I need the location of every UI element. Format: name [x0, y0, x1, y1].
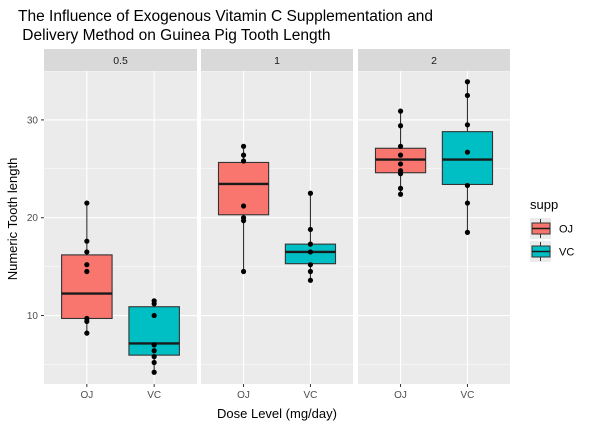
data-point: [307, 268, 314, 275]
panel-background: [358, 71, 510, 384]
data-point: [464, 229, 471, 235]
data-point: [307, 190, 314, 196]
facet-panel-1: 0.5 OJ VC: [44, 49, 197, 401]
x-tick-label: VC: [147, 390, 161, 401]
x-tick-label: VC: [303, 390, 317, 401]
box-2-OJ: [374, 108, 427, 197]
facet-panels: 0.5 OJ VC 1 OJ VC 2 OJ VC: [44, 49, 510, 401]
data-point: [307, 226, 314, 233]
data-point: [84, 330, 90, 336]
data-point: [397, 143, 404, 149]
data-point: [307, 277, 314, 283]
x-tick-label: OJ: [237, 390, 250, 401]
data-point: [240, 268, 247, 275]
data-point: [151, 348, 157, 354]
data-point: [84, 200, 90, 206]
y-axis: 10 20 30: [27, 115, 44, 322]
legend-entry-OJ: OJ: [530, 218, 573, 239]
data-point: [307, 241, 314, 247]
box-0.5-VC: [128, 298, 180, 375]
legend-entry-VC: VC: [530, 241, 574, 262]
x-tick-label: OJ: [80, 390, 93, 401]
data-point: [397, 185, 404, 191]
data-point: [151, 369, 157, 375]
facet-strip-label: 1: [274, 55, 280, 67]
data-point: [464, 122, 471, 128]
facet-strip-label: 2: [431, 55, 437, 67]
y-tick-label: 30: [27, 115, 39, 126]
x-tick-label: OJ: [394, 390, 407, 401]
data-point: [84, 249, 90, 255]
data-point: [464, 182, 471, 189]
facet-strip: [201, 49, 353, 71]
data-point: [151, 312, 157, 319]
data-point: [84, 262, 90, 268]
data-point: [464, 200, 471, 206]
data-point: [151, 342, 157, 348]
data-point: [240, 143, 247, 149]
legend-label: VC: [559, 247, 574, 259]
data-point: [151, 354, 157, 360]
box-iqr: [441, 131, 494, 186]
legend-label: OJ: [559, 224, 573, 236]
chart-title-line-1: The Influence of Exogenous Vitamin C Sup…: [18, 8, 433, 25]
box-0.5-OJ: [61, 200, 113, 336]
data-point: [397, 168, 404, 174]
data-point: [397, 191, 404, 197]
data-point: [307, 249, 314, 255]
x-tick-label: VC: [460, 390, 474, 401]
y-tick-label: 20: [27, 213, 39, 224]
data-point: [84, 268, 90, 275]
facet-strip: [44, 49, 197, 71]
box-1-VC: [284, 190, 337, 283]
x-axis-title: Dose Level (mg/day): [217, 406, 337, 421]
y-tick-label: 10: [27, 311, 39, 322]
data-point: [84, 238, 90, 244]
facet-strip-label: 0.5: [113, 55, 128, 67]
data-point: [84, 315, 90, 322]
data-point: [397, 161, 404, 167]
y-axis-title: Numeric Tooth length: [5, 158, 20, 281]
chart-title-line-2: Delivery Method on Guinea Pig Tooth Leng…: [18, 27, 331, 44]
data-point: [240, 203, 247, 209]
data-point: [464, 79, 471, 85]
facet-panel-3: 2 OJ VC: [358, 49, 510, 401]
facet-strip: [358, 49, 510, 71]
legend: supp OJ VC: [530, 197, 574, 262]
data-point: [464, 149, 471, 155]
data-point: [151, 298, 157, 304]
legend-title: supp: [530, 197, 558, 212]
facet-panel-2: 1 OJ VC: [201, 49, 353, 401]
data-point: [397, 123, 404, 129]
data-point: [151, 359, 157, 366]
data-point: [240, 158, 247, 164]
data-point: [240, 152, 247, 158]
data-point: [397, 108, 404, 114]
data-point: [397, 152, 404, 158]
box-2-VC: [441, 79, 494, 235]
data-point: [240, 215, 247, 221]
box-1-OJ: [217, 143, 270, 275]
data-point: [464, 92, 471, 99]
panel-background: [201, 71, 353, 384]
data-point: [307, 262, 314, 268]
